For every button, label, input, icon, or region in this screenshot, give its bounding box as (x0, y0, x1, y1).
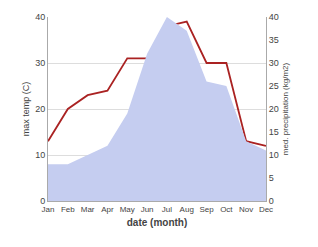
svg-text:0: 0 (269, 196, 274, 206)
svg-text:0: 0 (40, 196, 45, 206)
svg-text:Jun: Jun (141, 205, 154, 214)
svg-text:Nov: Nov (239, 205, 253, 214)
svg-text:35: 35 (269, 35, 279, 45)
svg-text:Oct: Oct (220, 205, 233, 214)
svg-text:Aug: Aug (180, 205, 194, 214)
svg-text:Apr: Apr (101, 205, 114, 214)
svg-text:30: 30 (269, 58, 279, 68)
svg-text:Jul: Jul (162, 205, 172, 214)
svg-text:Dec: Dec (259, 205, 273, 214)
svg-text:40: 40 (269, 12, 279, 22)
svg-text:Feb: Feb (61, 205, 75, 214)
svg-text:May: May (120, 205, 135, 214)
svg-text:med. precipitation (kg/m2): med. precipitation (kg/m2) (281, 62, 290, 155)
svg-text:30: 30 (35, 58, 45, 68)
svg-text:20: 20 (269, 104, 279, 114)
svg-text:15: 15 (269, 127, 279, 137)
svg-text:10: 10 (269, 150, 279, 160)
svg-text:20: 20 (35, 104, 45, 114)
svg-text:max temp (C): max temp (C) (21, 82, 31, 137)
svg-text:10: 10 (35, 150, 45, 160)
svg-text:Mar: Mar (81, 205, 95, 214)
svg-text:5: 5 (269, 173, 274, 183)
svg-text:25: 25 (269, 81, 279, 91)
svg-text:Sep: Sep (199, 205, 214, 214)
svg-text:Jan: Jan (42, 205, 55, 214)
svg-text:date (month): date (month) (127, 217, 188, 228)
svg-text:40: 40 (35, 12, 45, 22)
